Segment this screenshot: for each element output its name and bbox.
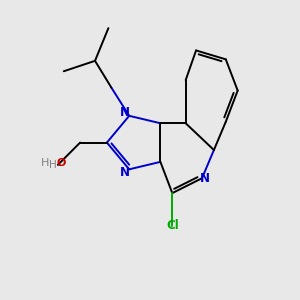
- Text: O: O: [56, 158, 66, 168]
- Text: N: N: [200, 172, 210, 185]
- Text: Cl: Cl: [166, 219, 179, 232]
- Text: N: N: [120, 166, 130, 179]
- Text: H: H: [49, 160, 56, 170]
- Text: H: H: [40, 158, 49, 168]
- Text: -: -: [58, 160, 61, 170]
- Text: N: N: [120, 106, 130, 119]
